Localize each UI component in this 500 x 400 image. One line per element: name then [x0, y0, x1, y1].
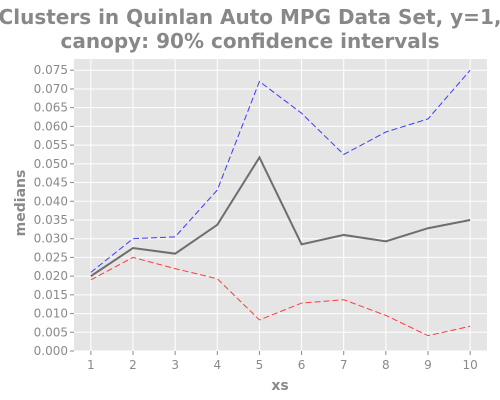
x-tick-label: 10 [463, 358, 478, 372]
chart-title: Clusters in Quinlan Auto MPG Data Set, y… [0, 5, 500, 29]
y-tick-label: 0.030 [34, 232, 68, 246]
y-tick-label: 0.060 [34, 119, 68, 133]
y-tick-label: 0.025 [34, 250, 68, 264]
y-tick-label: 0.035 [34, 213, 68, 227]
y-tick-label: 0.045 [34, 176, 68, 190]
x-tick-label: 8 [382, 358, 390, 372]
x-axis-label: xs [271, 378, 288, 394]
y-axis: 0.000 0.005 0.010 0.015 0.020 0.025 0.030 0.035… [34, 63, 74, 358]
y-tick-label: 0.015 [34, 288, 68, 302]
x-tick-label: 3 [171, 358, 179, 372]
y-axis-label: medians [13, 170, 29, 237]
y-tick-label: 0.040 [34, 194, 68, 208]
series-line-lower [90, 256, 471, 337]
grid [74, 59, 487, 352]
y-tick-label: 0.010 [34, 307, 68, 321]
y-tick-label: 0.055 [34, 138, 68, 152]
chart-subtitle: canopy: 90% confidence intervals [60, 29, 439, 53]
series-group [90, 69, 471, 337]
y-tick-label: 0.050 [34, 157, 68, 171]
x-tick-label: 2 [129, 358, 137, 372]
x-tick-label: 5 [256, 358, 264, 372]
x-tick-label: 9 [424, 358, 432, 372]
series-line-median [90, 155, 471, 277]
x-tick-label: 6 [298, 358, 306, 372]
y-tick-label: 0.020 [34, 269, 68, 283]
x-tick-label: 4 [213, 358, 221, 372]
y-tick-label: 0.005 [34, 325, 68, 339]
y-tick-label: 0.000 [34, 344, 68, 358]
x-tick-label: 7 [340, 358, 348, 372]
x-tick-label: 1 [87, 358, 95, 372]
y-tick-label: 0.075 [34, 63, 68, 77]
series-line-upper [90, 69, 471, 273]
y-tick-label: 0.065 [34, 101, 68, 115]
x-axis: 1 2 3 4 5 6 7 8 9 10 [87, 351, 478, 372]
y-tick-label: 0.070 [34, 82, 68, 96]
plot-area [74, 59, 487, 351]
